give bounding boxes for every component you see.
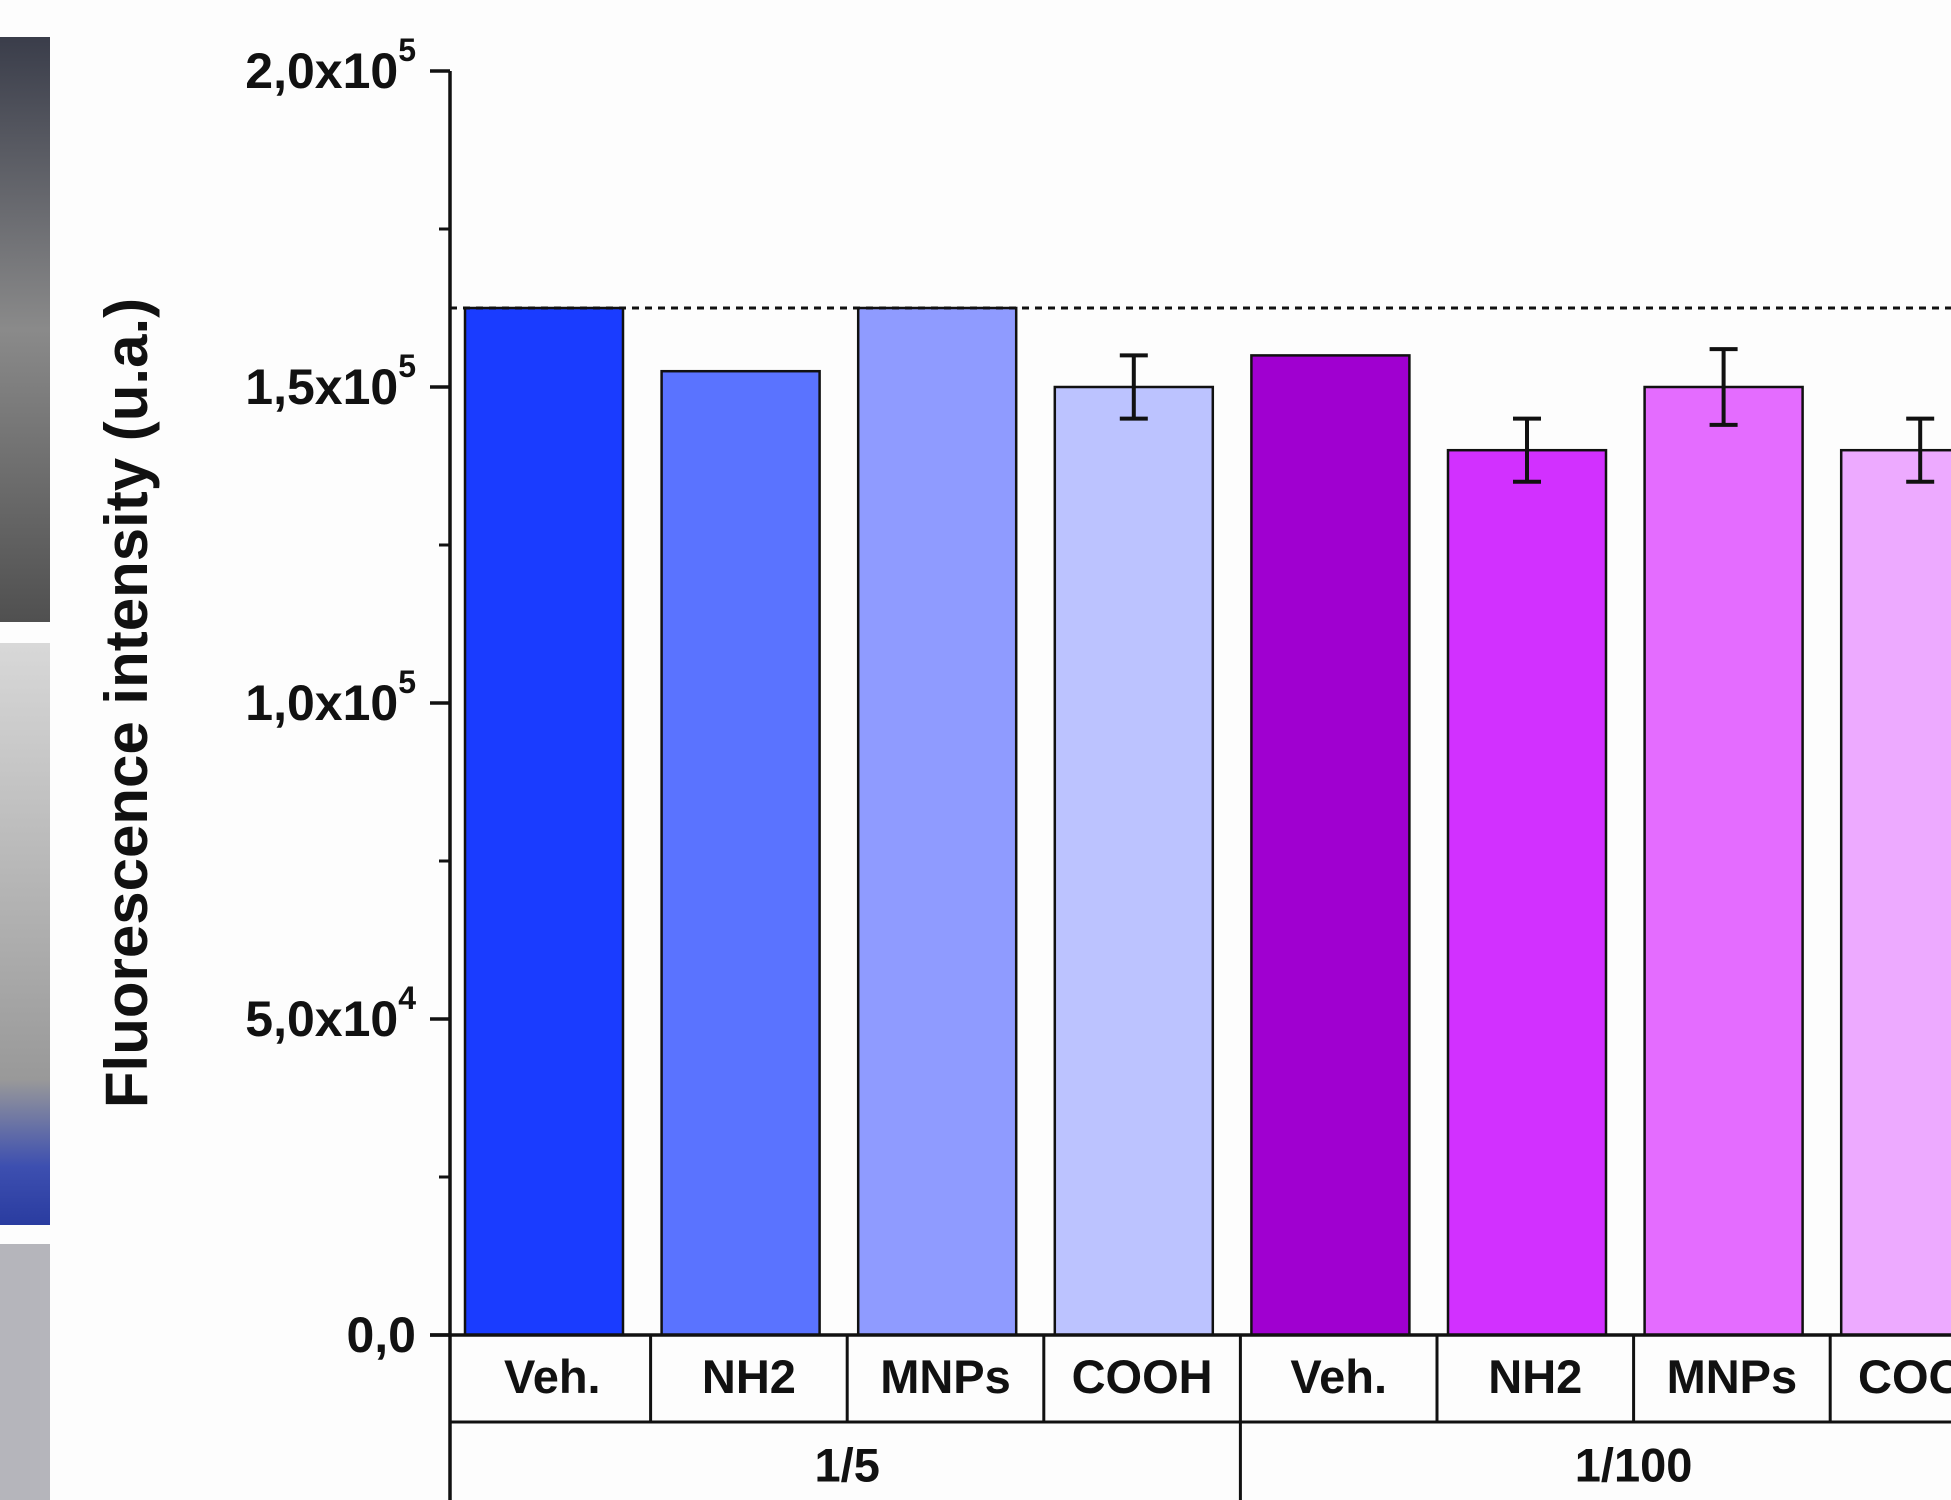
- y-axis-label: Fluorescence intensity (u.a.): [93, 298, 160, 1108]
- category-label: MNPs: [1667, 1350, 1798, 1403]
- y-tick-exponent: 5: [398, 348, 416, 384]
- y-tick-label: 1,5x105: [245, 348, 416, 415]
- bar: [1448, 450, 1606, 1335]
- category-label: NH2: [1488, 1350, 1582, 1403]
- y-tick-label-base: 1,0x10: [245, 675, 398, 731]
- category-label: Veh.: [504, 1350, 601, 1403]
- group-label: 1/5: [815, 1438, 880, 1491]
- y-tick-label: 5,0x104: [245, 980, 416, 1047]
- y-tick-exponent: 5: [398, 664, 416, 700]
- bar: [1841, 450, 1951, 1335]
- category-label: COOH: [1072, 1350, 1213, 1403]
- category-label: COOH: [1858, 1350, 1951, 1403]
- chart: Fluorescence intensity (u.a.) Veh. NH2 MNP…: [0, 0, 1951, 1500]
- category-label: Veh.: [1290, 1350, 1387, 1403]
- category-label: MNPs: [880, 1350, 1011, 1403]
- category-label: NH2: [702, 1350, 796, 1403]
- y-tick-label: 1,0x105: [245, 664, 416, 731]
- group-label: 1/100: [1575, 1438, 1693, 1491]
- y-tick-label-base: 2,0x10: [245, 43, 398, 99]
- bar: [1251, 355, 1409, 1335]
- y-tick-label-base: 5,0x10: [245, 991, 398, 1047]
- y-tick-label-base: 0,0: [346, 1307, 416, 1363]
- micrograph-panel: [0, 37, 50, 622]
- micrograph-panel: [0, 643, 50, 1225]
- micrograph-panel: [0, 1244, 50, 1500]
- y-tick-label: 2,0x105: [245, 32, 416, 99]
- bar: [662, 371, 820, 1335]
- y-tick-exponent: 4: [398, 980, 416, 1016]
- y-tick-label: 0,0: [346, 1307, 416, 1363]
- bar: [858, 308, 1016, 1335]
- y-tick-label-base: 1,5x10: [245, 359, 398, 415]
- bar: [465, 308, 623, 1335]
- y-tick-exponent: 5: [398, 32, 416, 68]
- bar: [1055, 387, 1213, 1335]
- bar: [1645, 387, 1803, 1335]
